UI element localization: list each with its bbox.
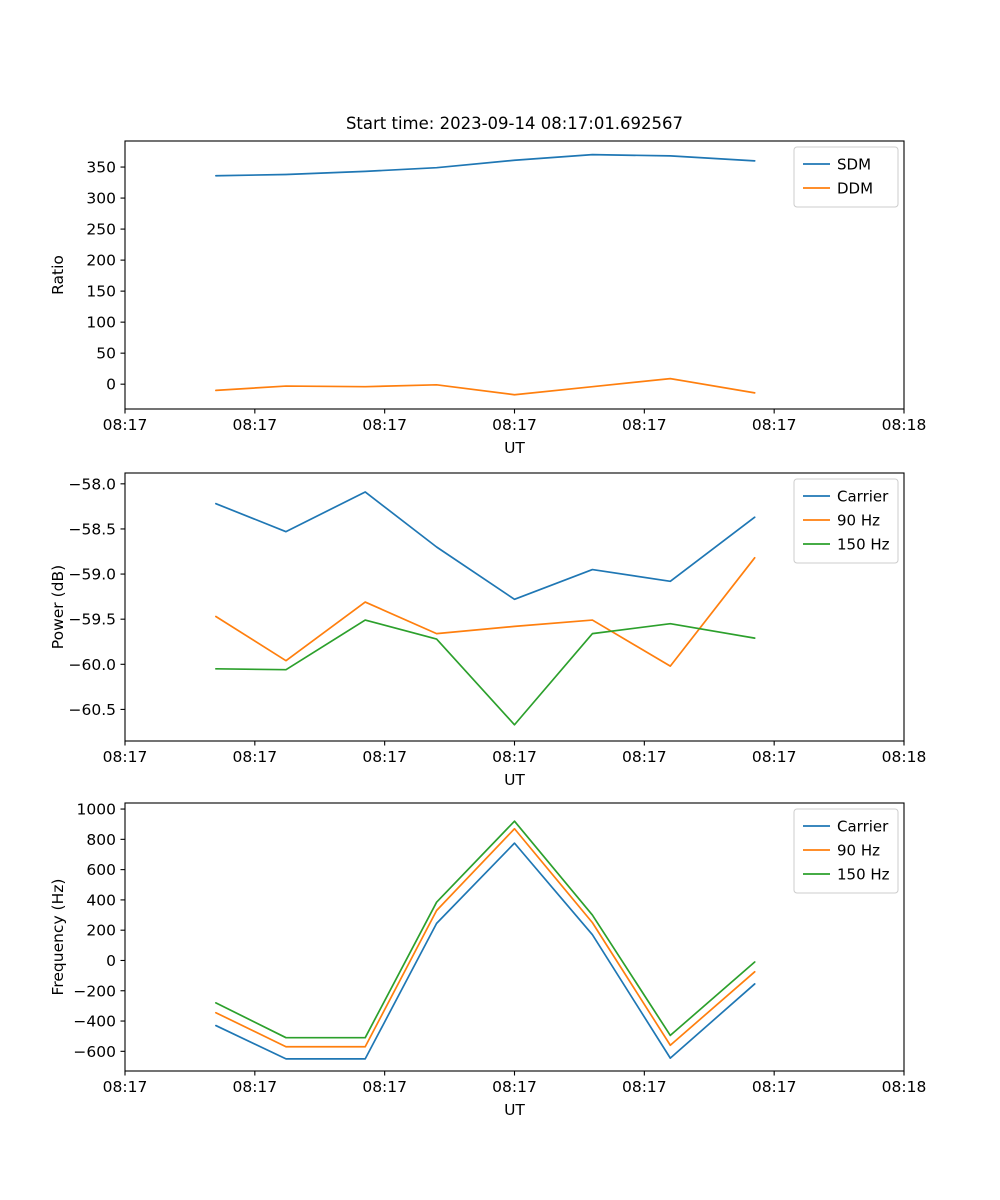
x-tick-label: 08:17: [752, 416, 797, 434]
x-tick-label: 08:18: [882, 748, 927, 766]
x-tick-label: 08:17: [362, 1078, 407, 1096]
y-tick-label: 50: [96, 345, 116, 363]
y-tick-label: 200: [86, 922, 116, 940]
x-tick-label: 08:17: [622, 416, 667, 434]
x-tick-label: 08:17: [232, 748, 277, 766]
panel-frequency: 08:17 08:17 08:17 08:17 08:17 08:17 08:18 −600 −…: [49, 801, 926, 1119]
x-axis-title: UT: [504, 1101, 525, 1119]
x-tick-label: 08:17: [752, 748, 797, 766]
y-tick-label: 800: [86, 831, 116, 849]
x-tick-label: 08:17: [492, 748, 537, 766]
y-tick-label: −59.5: [69, 611, 117, 629]
figure-title: Start time: 2023-09-14 08:17:01.692567: [346, 114, 683, 133]
series-line-90-hz: [215, 556, 756, 667]
panel-power: 08:17 08:17 08:17 08:17 08:17 08:17 08:18 −60.5…: [49, 472, 927, 789]
legend-label-90-hz: 90 Hz: [837, 512, 880, 530]
series-line-90-hz: [215, 827, 756, 1048]
axes-frame: [124, 140, 905, 410]
y-tick-label: −60.0: [69, 656, 117, 674]
x-tick-label: 08:18: [882, 1078, 927, 1096]
series-line-150-hz: [215, 619, 756, 726]
y-tick-label: 150: [86, 283, 116, 301]
series-line-sdm: [215, 153, 756, 177]
y-tick-label: 200: [86, 252, 116, 270]
x-tick-label: 08:17: [492, 1078, 537, 1096]
x-tick-label: 08:17: [103, 1078, 148, 1096]
legend-label-carrier: Carrier: [837, 818, 889, 836]
series-line-ddm: [215, 377, 756, 396]
y-tick-label: −60.5: [69, 701, 117, 719]
legend-label-150-hz: 150 Hz: [837, 536, 890, 554]
y-axis-title: Frequency (Hz): [49, 879, 67, 996]
y-tick-label: −400: [73, 1013, 116, 1031]
y-tick-label: 0: [106, 376, 116, 394]
legend-label-sdm: SDM: [837, 156, 871, 174]
y-tick-label: 250: [86, 221, 116, 239]
legend-box: [793, 808, 899, 894]
legend-label-carrier: Carrier: [837, 488, 889, 506]
series-line-carrier: [215, 842, 756, 1060]
series-line-150-hz: [215, 820, 756, 1039]
y-tick-label: −59.0: [69, 566, 117, 584]
y-axis-title: Ratio: [49, 255, 67, 295]
y-tick-label: −58.5: [69, 520, 117, 538]
y-tick-label: 1000: [77, 801, 116, 819]
x-tick-label: 08:17: [232, 416, 277, 434]
x-tick-label: 08:17: [362, 748, 407, 766]
y-axis-title: Power (dB): [49, 565, 67, 649]
legend-label-90-hz: 90 Hz: [837, 842, 880, 860]
x-tick-label: 08:18: [882, 416, 927, 434]
x-axis-title: UT: [504, 771, 525, 789]
y-tick-label: 600: [86, 861, 116, 879]
y-tick-label: −58.0: [69, 475, 117, 493]
y-tick-label: 400: [86, 891, 116, 909]
legend-label-150-hz: 150 Hz: [837, 866, 890, 884]
y-tick-label: −200: [73, 982, 116, 1000]
x-tick-label: 08:17: [103, 748, 148, 766]
x-tick-label: 08:17: [362, 416, 407, 434]
y-tick-label: −600: [73, 1043, 116, 1061]
x-tick-label: 08:17: [232, 1078, 277, 1096]
x-tick-label: 08:17: [103, 416, 148, 434]
x-axis-title: UT: [504, 439, 525, 457]
x-tick-label: 08:17: [622, 1078, 667, 1096]
y-tick-label: 300: [86, 190, 116, 208]
y-tick-label: 100: [86, 314, 116, 332]
x-tick-label: 08:17: [492, 416, 537, 434]
legend-label-ddm: DDM: [837, 180, 873, 198]
y-tick-label: 350: [86, 159, 116, 177]
series-line-carrier: [215, 491, 756, 601]
y-tick-label: 0: [106, 952, 116, 970]
x-tick-label: 08:17: [752, 1078, 797, 1096]
legend-box: [793, 146, 899, 208]
panel-ratio: Start time: 2023-09-14 08:17:01.692567 08…: [49, 114, 926, 457]
legend-box: [793, 478, 899, 564]
x-tick-label: 08:17: [622, 748, 667, 766]
